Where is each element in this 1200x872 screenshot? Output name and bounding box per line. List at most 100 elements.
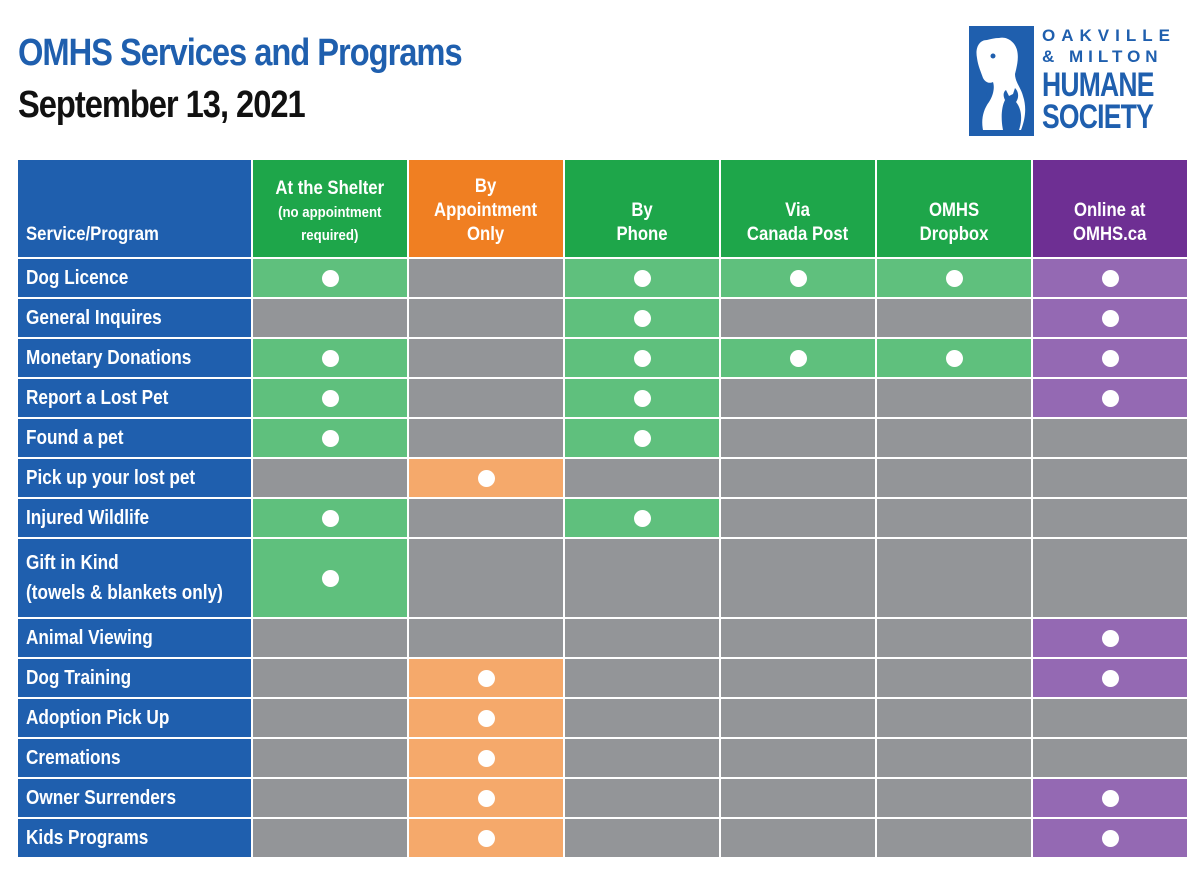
- availability-cell-by-phone: [565, 779, 719, 817]
- page-date: September 13, 2021: [18, 84, 306, 126]
- availability-cell-by-phone: [565, 379, 719, 417]
- service-row-label: Owner Surrenders: [18, 779, 251, 817]
- header-post-line-2: Canada Post: [747, 224, 849, 245]
- availability-cell-at-shelter: [253, 819, 407, 857]
- available-dot-icon: [477, 709, 495, 727]
- availability-cell-omhs-dropbox: [877, 659, 1031, 697]
- availability-cell-at-shelter: [253, 459, 407, 497]
- available-dot-icon: [633, 269, 651, 287]
- service-name-line-1: Cremations: [26, 747, 121, 769]
- available-dot-icon: [633, 509, 651, 527]
- header-shelter-note-1: (no appointment: [278, 204, 382, 221]
- service-row-label: Kids Programs: [18, 819, 251, 857]
- availability-cell-online: [1033, 379, 1187, 417]
- available-dot-icon: [633, 429, 651, 447]
- available-dot-icon: [321, 269, 339, 287]
- available-dot-icon: [1101, 789, 1119, 807]
- service-name: Cremations: [26, 743, 121, 773]
- availability-cell-by-phone: [565, 819, 719, 857]
- available-dot-icon: [1101, 389, 1119, 407]
- service-name: Pick up your lost pet: [26, 463, 195, 493]
- service-name-line-1: Injured Wildlife: [26, 507, 150, 529]
- availability-cell-via-canada-post: [721, 379, 875, 417]
- header-shelter-note-2: required): [301, 227, 359, 244]
- available-dot-icon: [321, 569, 339, 587]
- availability-cell-at-shelter: [253, 419, 407, 457]
- service-name: Found a pet: [26, 423, 123, 453]
- service-name: Adoption Pick Up: [26, 703, 169, 733]
- available-dot-icon: [789, 349, 807, 367]
- available-dot-icon: [1101, 309, 1119, 327]
- availability-cell-via-canada-post: [721, 419, 875, 457]
- service-row-label: Injured Wildlife: [18, 499, 251, 537]
- service-name-line-1: Animal Viewing: [26, 627, 153, 649]
- availability-cell-online: [1033, 739, 1187, 777]
- logo-text-line-3: HUMANE: [1042, 66, 1154, 104]
- availability-cell-via-canada-post: [721, 659, 875, 697]
- availability-cell-at-shelter: [253, 659, 407, 697]
- availability-cell-omhs-dropbox: [877, 259, 1031, 297]
- available-dot-icon: [321, 389, 339, 407]
- service-row-label: Monetary Donations: [18, 339, 251, 377]
- availability-cell-via-canada-post: [721, 739, 875, 777]
- availability-cell-omhs-dropbox: [877, 739, 1031, 777]
- availability-cell-omhs-dropbox: [877, 539, 1031, 617]
- availability-cell-omhs-dropbox: [877, 339, 1031, 377]
- availability-cell-via-canada-post: [721, 539, 875, 617]
- header-online: Online at OMHS.ca: [1033, 160, 1187, 257]
- availability-cell-at-shelter: [253, 539, 407, 617]
- availability-cell-at-shelter: [253, 699, 407, 737]
- service-name-line-1: Pick up your lost pet: [26, 467, 196, 489]
- availability-cell-by-phone: [565, 539, 719, 617]
- available-dot-icon: [945, 349, 963, 367]
- availability-cell-online: [1033, 339, 1187, 377]
- availability-cell-by-appointment: [409, 619, 563, 657]
- available-dot-icon: [477, 469, 495, 487]
- available-dot-icon: [633, 349, 651, 367]
- availability-cell-by-appointment: [409, 419, 563, 457]
- service-name: Kids Programs: [26, 823, 148, 853]
- service-name-line-1: Gift in Kind: [26, 552, 119, 574]
- availability-cell-by-phone: [565, 739, 719, 777]
- header-by-phone: By Phone: [565, 160, 719, 257]
- availability-cell-by-phone: [565, 259, 719, 297]
- service-row-label: General Inquires: [18, 299, 251, 337]
- availability-cell-by-appointment: [409, 339, 563, 377]
- availability-cell-at-shelter: [253, 379, 407, 417]
- header-dropbox-line-1: OMHS: [928, 200, 980, 221]
- availability-cell-by-phone: [565, 299, 719, 337]
- availability-cell-by-phone: [565, 499, 719, 537]
- available-dot-icon: [789, 269, 807, 287]
- availability-cell-by-appointment: [409, 379, 563, 417]
- availability-cell-via-canada-post: [721, 819, 875, 857]
- availability-cell-online: [1033, 779, 1187, 817]
- header-dropbox-line-2: Dropbox: [919, 224, 989, 245]
- availability-cell-by-appointment: [409, 459, 563, 497]
- service-row-label: Animal Viewing: [18, 619, 251, 657]
- availability-cell-by-appointment: [409, 299, 563, 337]
- service-name: Report a Lost Pet: [26, 383, 168, 413]
- logo-text-line-1: OAKVILLE: [1042, 26, 1176, 45]
- header-phone-line-2: Phone: [616, 224, 668, 245]
- header-via-canada-post: Via Canada Post: [721, 160, 875, 257]
- service-row-label: Dog Licence: [18, 259, 251, 297]
- header-shelter-title: At the Shelter: [275, 178, 385, 199]
- availability-cell-omhs-dropbox: [877, 819, 1031, 857]
- availability-cell-online: [1033, 259, 1187, 297]
- service-name: Injured Wildlife: [26, 503, 149, 533]
- header-at-shelter: At the Shelter (no appointment required): [253, 160, 407, 257]
- availability-cell-by-appointment: [409, 659, 563, 697]
- availability-cell-at-shelter: [253, 339, 407, 377]
- availability-cell-by-phone: [565, 699, 719, 737]
- header-online-line-1: Online at: [1074, 200, 1146, 221]
- availability-cell-via-canada-post: [721, 619, 875, 657]
- availability-cell-by-phone: [565, 339, 719, 377]
- available-dot-icon: [477, 749, 495, 767]
- available-dot-icon: [477, 669, 495, 687]
- available-dot-icon: [633, 389, 651, 407]
- header-post-line-1: Via: [785, 200, 811, 221]
- availability-cell-via-canada-post: [721, 339, 875, 377]
- available-dot-icon: [477, 789, 495, 807]
- service-row-label: Adoption Pick Up: [18, 699, 251, 737]
- service-row-label: Dog Training: [18, 659, 251, 697]
